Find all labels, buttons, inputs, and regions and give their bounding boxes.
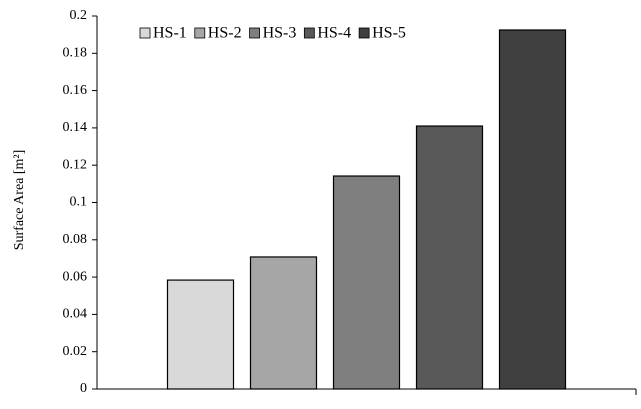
- y-tick-label: 0.16: [63, 83, 88, 98]
- y-tick-label: 0.02: [63, 344, 88, 359]
- y-tick-label: 0.14: [63, 120, 88, 135]
- y-tick-label: 0.12: [63, 157, 88, 172]
- y-tick-label: 0: [80, 381, 87, 396]
- y-tick-label: 0.18: [63, 46, 88, 61]
- legend-swatch: [139, 27, 151, 39]
- bar: [498, 29, 567, 390]
- legend-swatch: [303, 27, 315, 39]
- legend-swatch: [358, 27, 370, 39]
- bar: [166, 279, 235, 390]
- legend-label: HS-5: [372, 25, 406, 42]
- bar: [332, 175, 401, 390]
- legend-label: HS-1: [153, 25, 187, 42]
- y-tick-label: 0.06: [63, 269, 88, 284]
- legend-label: HS-3: [263, 25, 297, 42]
- y-tick-label: 0.2: [70, 8, 88, 23]
- legend-swatch: [249, 27, 260, 39]
- y-tick-label: 0.04: [63, 307, 88, 322]
- y-tick-label: 0.1: [70, 195, 88, 210]
- legend-label: HS-2: [208, 25, 242, 42]
- bar: [249, 256, 318, 390]
- legend-label: HS-4: [317, 25, 351, 42]
- bar: [415, 125, 484, 390]
- y-tick-label: 0.08: [63, 232, 88, 247]
- legend-swatch: [194, 27, 206, 39]
- y-axis-label: Surface Area [m²]: [12, 150, 27, 251]
